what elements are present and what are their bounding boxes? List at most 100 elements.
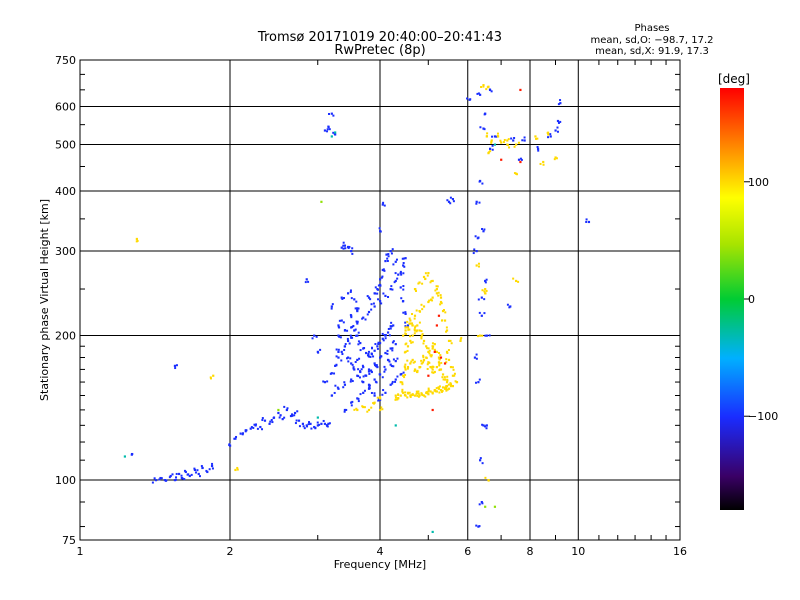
data-point bbox=[536, 147, 540, 150]
data-point bbox=[409, 362, 412, 365]
data-point bbox=[323, 381, 327, 384]
data-point bbox=[481, 227, 484, 230]
data-point bbox=[477, 262, 480, 265]
colorbar-tick-label: 0 bbox=[748, 293, 755, 306]
data-point bbox=[212, 374, 215, 377]
data-point bbox=[449, 202, 452, 205]
data-point bbox=[559, 102, 562, 105]
data-point bbox=[400, 372, 403, 375]
data-point bbox=[585, 218, 588, 221]
data-point bbox=[554, 156, 557, 159]
data-point bbox=[361, 317, 364, 320]
data-point bbox=[268, 422, 271, 425]
data-point bbox=[508, 146, 511, 149]
data-point bbox=[365, 351, 368, 355]
data-point bbox=[416, 371, 419, 374]
data-point bbox=[158, 478, 161, 481]
data-point bbox=[402, 311, 405, 314]
data-point bbox=[310, 427, 313, 430]
data-point bbox=[439, 354, 442, 357]
data-point bbox=[370, 406, 373, 409]
data-point bbox=[367, 310, 371, 314]
data-point bbox=[407, 392, 410, 395]
data-point bbox=[413, 394, 417, 397]
data-point bbox=[477, 92, 480, 95]
data-point bbox=[234, 437, 237, 440]
data-point bbox=[452, 368, 455, 371]
data-point bbox=[369, 298, 372, 301]
data-point bbox=[459, 339, 462, 343]
data-point bbox=[359, 349, 362, 352]
data-point bbox=[316, 424, 319, 427]
data-point bbox=[547, 131, 550, 134]
data-point bbox=[446, 388, 449, 391]
data-point bbox=[430, 280, 433, 283]
data-point bbox=[389, 327, 392, 330]
data-point bbox=[391, 380, 394, 383]
data-point bbox=[381, 332, 384, 335]
data-point bbox=[342, 244, 345, 247]
data-point bbox=[366, 295, 369, 298]
data-point bbox=[379, 284, 382, 287]
data-point bbox=[491, 148, 494, 151]
data-point bbox=[415, 390, 418, 393]
data-point bbox=[351, 252, 354, 255]
data-point bbox=[394, 394, 397, 397]
data-point bbox=[177, 472, 181, 476]
data-point bbox=[487, 151, 490, 154]
data-point bbox=[517, 280, 520, 283]
data-point bbox=[363, 389, 366, 392]
data-point bbox=[490, 140, 493, 143]
data-point bbox=[483, 228, 486, 231]
data-point bbox=[442, 378, 445, 381]
data-point bbox=[451, 366, 454, 369]
data-point bbox=[520, 158, 523, 161]
data-point bbox=[379, 408, 382, 412]
data-point bbox=[384, 368, 387, 371]
data-point bbox=[340, 350, 343, 353]
data-point bbox=[475, 264, 478, 267]
data-point bbox=[188, 474, 191, 478]
data-point bbox=[404, 373, 407, 376]
data-point bbox=[556, 130, 559, 133]
data-point bbox=[373, 394, 376, 397]
data-point bbox=[404, 368, 407, 371]
data-point bbox=[427, 271, 430, 275]
data-point bbox=[261, 428, 264, 431]
data-point bbox=[362, 391, 365, 394]
data-point bbox=[403, 351, 406, 354]
data-point bbox=[313, 425, 316, 429]
data-point bbox=[373, 402, 376, 405]
data-point bbox=[384, 259, 387, 263]
data-point bbox=[387, 255, 390, 258]
data-point bbox=[420, 359, 423, 362]
data-point bbox=[427, 390, 430, 393]
data-point bbox=[447, 339, 451, 343]
data-point bbox=[209, 376, 212, 379]
data-point bbox=[446, 375, 449, 378]
data-point bbox=[335, 348, 338, 351]
y-axis-label: Stationary phase Virtual Height [km] bbox=[38, 199, 51, 401]
data-point bbox=[387, 327, 390, 330]
data-point bbox=[441, 389, 444, 392]
data-point bbox=[402, 391, 405, 394]
data-point bbox=[394, 360, 397, 363]
data-point bbox=[367, 370, 370, 373]
data-point bbox=[384, 294, 387, 297]
data-point bbox=[523, 136, 526, 139]
data-point bbox=[334, 384, 337, 387]
data-point bbox=[496, 135, 499, 138]
data-point bbox=[181, 477, 184, 480]
data-point bbox=[404, 311, 407, 314]
data-point bbox=[439, 300, 443, 304]
data-point bbox=[326, 380, 329, 383]
data-point bbox=[439, 303, 442, 306]
data-point bbox=[433, 343, 436, 346]
data-point bbox=[547, 136, 550, 139]
data-point bbox=[480, 500, 483, 504]
data-point bbox=[372, 355, 375, 358]
data-point bbox=[347, 360, 350, 363]
data-point bbox=[553, 158, 556, 161]
data-point bbox=[269, 420, 272, 423]
data-point bbox=[328, 128, 331, 131]
